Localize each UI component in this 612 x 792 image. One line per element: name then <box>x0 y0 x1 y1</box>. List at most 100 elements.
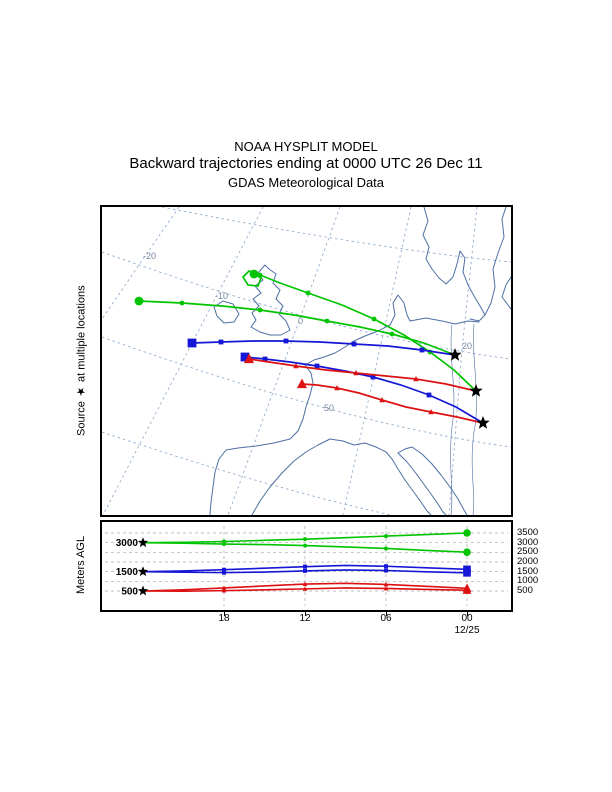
trajectory-endpoint-marker <box>134 296 144 306</box>
trajectory-6h-marker <box>428 409 434 415</box>
start-height-label: 1500 <box>116 567 139 578</box>
trajectory-6h-marker <box>293 363 299 369</box>
trajectory-6h-marker <box>371 316 377 322</box>
trajectory-6h-marker <box>370 374 376 380</box>
trajectory-layer: -20 -10 0 20 50 <box>134 251 490 429</box>
profile-endpoint-marker <box>463 569 471 577</box>
height-axis-label: 500 <box>517 584 533 596</box>
profile-6h-marker <box>384 534 388 539</box>
graticule-label: 0 <box>298 316 303 326</box>
trajectory-6h-marker <box>351 341 357 347</box>
trajectory-6h-marker <box>389 331 395 337</box>
trajectory-6h-marker <box>257 307 263 313</box>
profile-6h-marker <box>222 567 226 572</box>
profile-6h-marker <box>303 543 307 548</box>
trajectory-endpoint-marker <box>243 353 255 364</box>
trajectory-6h-marker <box>257 272 263 278</box>
source-star <box>137 537 149 548</box>
time-tick-label: 12 <box>299 613 311 624</box>
trajectory-6h-marker <box>353 370 359 376</box>
profile-6h-marker <box>303 568 307 573</box>
axis-tick-mark <box>304 612 306 616</box>
graticule-label: 50 <box>324 403 334 413</box>
height-axis-label: 2500 <box>517 546 539 558</box>
time-tick-label: 18 <box>218 613 230 624</box>
coastline-adriatic <box>397 446 468 515</box>
trajectory-map: -20 -10 0 20 50 <box>102 207 511 515</box>
profile-6h-marker <box>302 586 308 591</box>
profile-6h-marker <box>222 570 226 575</box>
trajectory-endpoint-marker <box>249 269 259 279</box>
trajectory-line-3000m <box>241 270 477 392</box>
trajectory-6h-marker <box>379 397 385 403</box>
profile-endpoint-marker <box>463 548 471 556</box>
profile-6h-marker <box>222 542 226 547</box>
height-axis-label: 1000 <box>517 575 539 587</box>
trajectory-line-1500m <box>244 356 484 424</box>
trajectory-6h-marker <box>179 300 185 306</box>
source-star <box>137 585 149 596</box>
height-axis-label: 3500 <box>517 527 539 538</box>
trajectory-6h-marker <box>324 318 330 324</box>
date-label: 12/25 <box>454 625 480 636</box>
profile-6h-marker <box>303 564 307 569</box>
trajectory-6h-marker <box>314 363 320 369</box>
trajectory-6h-marker <box>283 338 289 344</box>
trajectory-6h-marker <box>218 339 224 345</box>
trajectory-map-panel: -20 -10 0 20 50 <box>100 205 513 517</box>
coastline-europe <box>209 207 511 515</box>
profile-6h-marker <box>384 564 388 569</box>
height-profile-chart: 3000 1500 500 <box>105 526 508 606</box>
source-star <box>448 348 462 361</box>
profile-6h-marker <box>383 585 389 591</box>
profile-6h-marker <box>303 537 307 542</box>
trajectory-6h-marker <box>419 347 425 353</box>
profile-6h-marker <box>221 588 227 593</box>
graticule-lines <box>102 207 511 515</box>
source-star <box>137 566 149 577</box>
source-star <box>469 384 483 397</box>
profile-6h-marker <box>384 568 388 573</box>
profile-6h-marker <box>384 546 388 551</box>
trajectory-6h-marker <box>305 290 311 296</box>
time-tick-label: 00 <box>461 613 473 624</box>
trajectory-6h-marker <box>334 385 340 391</box>
start-height-label: 3000 <box>116 538 139 549</box>
trajectory-endpoint-marker <box>296 378 308 389</box>
trajectory-line-1500m <box>191 340 456 356</box>
height-profile-panel: 3000 1500 500 <box>100 520 513 612</box>
coastline-bothnia <box>484 207 507 316</box>
profile-endpoint-marker <box>463 529 471 537</box>
time-tick-label: 06 <box>380 613 392 624</box>
start-height-label: 500 <box>121 586 138 597</box>
profile-6h-marker <box>302 581 308 586</box>
axis-tick-mark <box>466 612 468 616</box>
coastline-mediterranean <box>251 438 432 515</box>
meters-agl-axis-label: Meters AGL <box>75 535 87 595</box>
graticule-label: -20 <box>143 251 156 261</box>
graticule-label: -10 <box>215 291 228 301</box>
met-data-subtitle: GDAS Meteorological Data <box>227 175 385 190</box>
profile-6h-marker <box>383 581 389 587</box>
plot-title: Backward trajectories ending at 0000 UTC… <box>129 155 483 172</box>
river-vistula <box>471 323 477 515</box>
trajectory-endpoint-marker <box>187 338 197 348</box>
axis-tick-mark <box>223 612 225 616</box>
trajectory-6h-marker <box>426 392 432 398</box>
model-title: NOAA HYSPLIT MODEL <box>234 139 378 154</box>
trajectory-6h-marker <box>262 356 268 362</box>
trajectory-6h-marker <box>413 376 419 382</box>
coastline-ireland <box>213 300 240 324</box>
coastline-scandinavia <box>422 207 486 322</box>
source-axis-label: Source ★ at multiple locations <box>75 285 88 437</box>
graticule-label: 20 <box>462 341 472 351</box>
trajectory-endpoint-marker <box>240 352 250 362</box>
coastline-baltic-east <box>501 276 511 310</box>
source-star <box>476 416 490 429</box>
coastline-great-britain <box>250 264 291 336</box>
height-axis-label: 3000 <box>517 536 539 548</box>
axis-tick-mark <box>385 612 387 616</box>
profile-6h-marker <box>221 585 227 590</box>
profile-endpoint-marker <box>462 585 472 594</box>
